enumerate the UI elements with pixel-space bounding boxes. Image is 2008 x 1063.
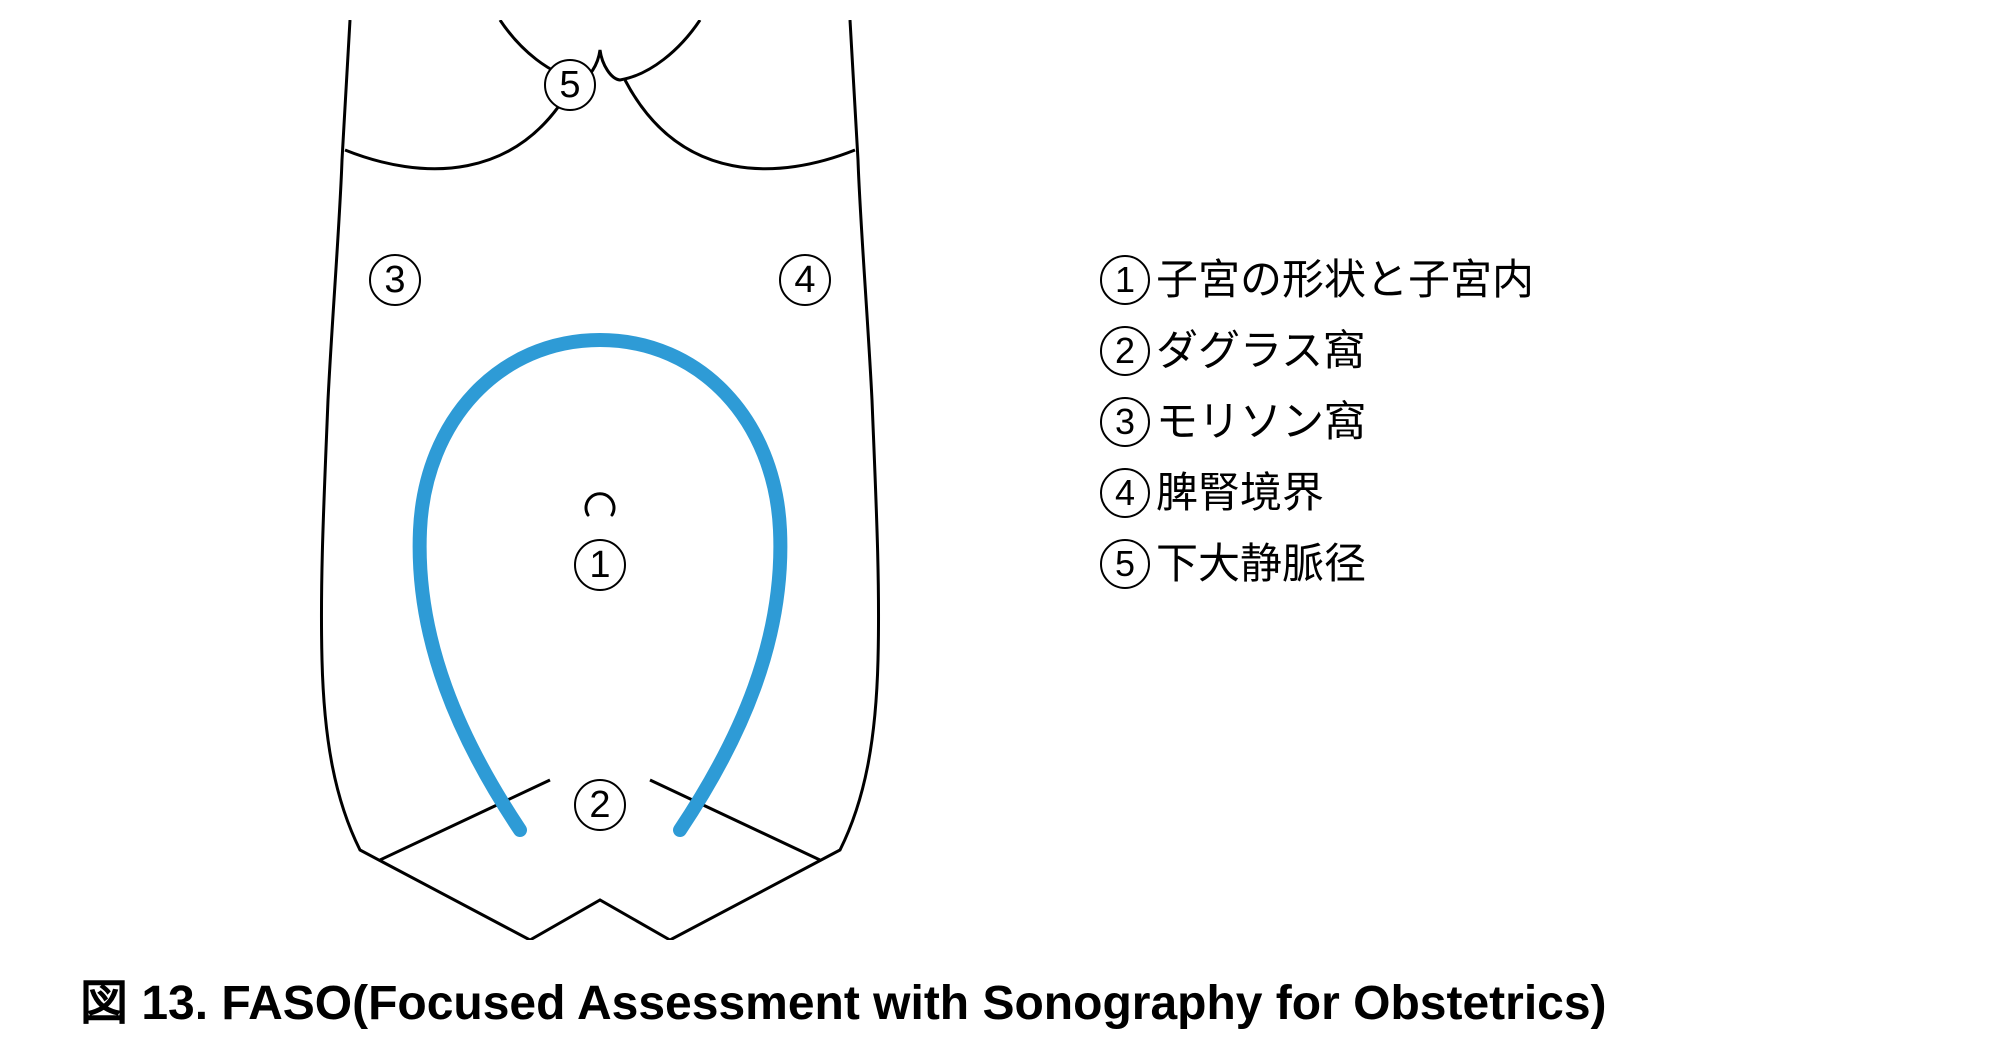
- legend-item-3: 3 モリソン窩: [1100, 392, 1534, 453]
- faso-diagram-container: 1 2 3 4 5 1 子宮の形状と子宮内 2 ダグラス窩 3 モリソン窩 4 脾腎境界…: [0, 0, 2008, 1063]
- legend-item-1: 1 子宮の形状と子宮内: [1100, 250, 1534, 311]
- legend-item-5: 5 下大静脈径: [1100, 534, 1534, 595]
- marker-5: 5: [544, 59, 596, 111]
- legend-num-5: 5: [1100, 539, 1150, 589]
- legend-text-1: 子宮の形状と子宮内: [1156, 250, 1534, 311]
- legend-num-2: 2: [1100, 326, 1150, 376]
- legend-num-3: 3: [1100, 397, 1150, 447]
- marker-1: 1: [574, 539, 626, 591]
- marker-3: 3: [369, 254, 421, 306]
- marker-4: 4: [779, 254, 831, 306]
- legend-text-2: ダグラス窩: [1156, 321, 1365, 382]
- legend-num-4: 4: [1100, 468, 1150, 518]
- legend-item-4: 4 脾腎境界: [1100, 463, 1534, 524]
- figure-caption: 図 13. FASO(Focused Assessment with Sonog…: [80, 963, 1607, 1033]
- legend-text-3: モリソン窩: [1156, 392, 1366, 453]
- legend-item-2: 2 ダグラス窩: [1100, 321, 1534, 382]
- legend: 1 子宮の形状と子宮内 2 ダグラス窩 3 モリソン窩 4 脾腎境界 5 下大静…: [1100, 250, 1534, 604]
- legend-text-5: 下大静脈径: [1156, 534, 1366, 595]
- marker-2: 2: [574, 779, 626, 831]
- legend-text-4: 脾腎境界: [1156, 463, 1324, 524]
- legend-num-1: 1: [1100, 255, 1150, 305]
